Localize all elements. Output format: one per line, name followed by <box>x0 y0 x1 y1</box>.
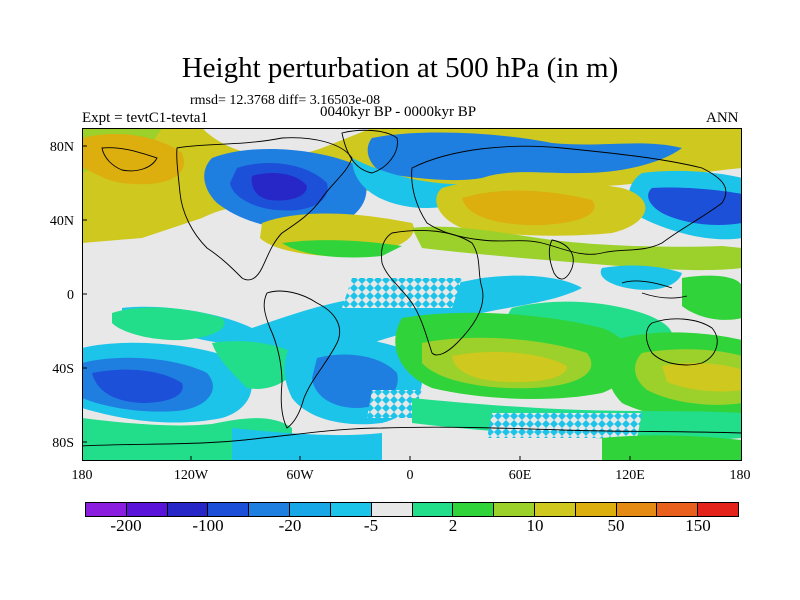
colorbar-label: 10 <box>526 516 544 535</box>
field-spac-low-core <box>92 369 183 403</box>
field-sio-high-core <box>452 351 567 383</box>
colorbar-swatch <box>330 503 372 516</box>
field-equatorial-hatch <box>342 278 462 308</box>
coast-greenland <box>341 129 398 174</box>
colorbar-swatch <box>249 503 291 516</box>
period-label: 0040kyr BP - 0000kyr BP <box>320 104 477 120</box>
coast-antarctica <box>82 426 742 447</box>
colorbar-swatch <box>412 503 454 516</box>
lon-tick-180w: 180 <box>71 468 93 483</box>
season-label: ANN <box>706 110 739 126</box>
colorbar-label: -5 <box>363 516 379 535</box>
coast-australia <box>645 318 718 366</box>
lon-tick-60w: 60W <box>286 468 314 483</box>
colorbar-swatch <box>453 503 495 516</box>
colorbar-swatch <box>494 503 535 516</box>
field-wpac-cyan <box>600 265 682 290</box>
colorbar-swatch <box>371 503 413 516</box>
colorbar-swatch <box>698 503 738 516</box>
field-midlat-green <box>282 240 402 258</box>
colorbar-label: -200 <box>110 516 142 535</box>
field-so-hatch <box>487 413 642 438</box>
field-pacific-low <box>648 187 742 225</box>
lon-tick-120e: 120E <box>615 468 645 483</box>
lat-tick-80n: 80N <box>49 140 74 155</box>
lat-tick-0: 0 <box>67 288 74 303</box>
colorbar-swatch <box>290 503 331 516</box>
coastlines <box>82 129 742 447</box>
field-na-low-deep <box>251 173 307 201</box>
colorbar-swatch <box>86 503 127 516</box>
coast-south-america <box>263 290 341 429</box>
colorbar-swatch <box>167 503 209 516</box>
field-wpac-green <box>682 275 742 320</box>
lon-tick-0: 0 <box>406 468 414 483</box>
map-title: Height perturbation at 500 hPa (in m) <box>181 52 619 84</box>
lon-tick-120w: 120W <box>173 468 209 483</box>
colorbar-swatch <box>575 503 617 516</box>
colorbar-label: -20 <box>278 516 302 535</box>
colorbar-swatch <box>534 503 576 516</box>
colorbar-label: 2 <box>448 516 458 535</box>
lat-tick-40s: 40S <box>52 362 74 377</box>
coast-alaska <box>101 147 158 172</box>
colorbar-label: 150 <box>685 516 711 535</box>
experiment-label: Expt = tevtC1-tevta1 <box>82 110 208 126</box>
field-satl-hatch <box>367 390 422 418</box>
colorbar-swatch <box>616 503 658 516</box>
field-antarctic-green <box>602 435 742 461</box>
field-arctic-low <box>367 132 682 181</box>
lon-tick-60e: 60E <box>508 468 532 483</box>
coast-maritime <box>621 280 688 299</box>
colorbar <box>85 502 739 517</box>
tick-marks <box>82 145 631 461</box>
coast-india <box>548 239 574 280</box>
field-equatorial-cyan <box>122 275 582 351</box>
coast-north-america <box>176 137 353 281</box>
field-pacific-green <box>112 307 225 341</box>
coast-africa <box>381 230 484 356</box>
colorbar-swatch <box>657 503 699 516</box>
colorbar-label: -100 <box>192 516 224 535</box>
coast-eurasia <box>411 145 727 255</box>
field-aus-high-core <box>662 363 742 392</box>
field-eurasia-green <box>412 226 742 271</box>
lon-tick-180e: 180 <box>729 468 751 483</box>
colorbar-swatch <box>126 503 168 516</box>
field-north-yellow <box>82 133 184 185</box>
lat-tick-40n: 40N <box>49 214 74 229</box>
lat-tick-80s: 80S <box>52 436 74 451</box>
field-eurasia-high-core <box>462 190 595 226</box>
field-antarctic-cyan <box>232 428 382 461</box>
field-spac-green <box>212 341 302 389</box>
height-perturbation-map <box>82 128 742 461</box>
colorbar-label: 50 <box>607 516 625 535</box>
colorbar-swatch <box>208 503 250 516</box>
stats-line: rmsd= 12.3768 diff= 3.16503e-08 <box>190 93 381 108</box>
